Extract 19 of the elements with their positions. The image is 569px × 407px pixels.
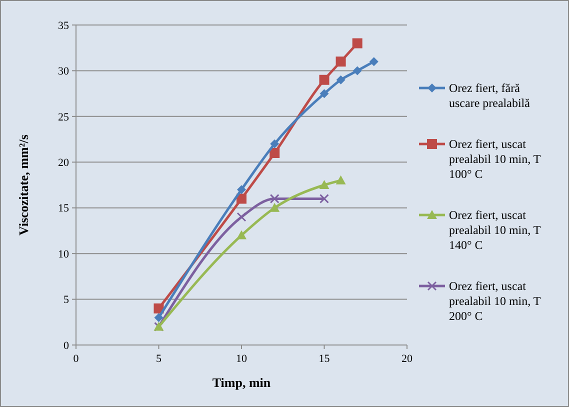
legend-label: Orez fiert, uscat prealabil 10 min, T 200° C <box>449 279 542 324</box>
y-tick-label: 15 <box>58 202 70 215</box>
x-tick-label: 15 <box>318 353 330 365</box>
y-tick-label: 30 <box>58 66 70 78</box>
x-tick-label: 5 <box>156 353 162 365</box>
y-tick-label: 35 <box>58 20 70 32</box>
y-tick-label: 0 <box>64 340 70 352</box>
legend-label: Orez fiert, uscat prealabil 10 min, T 100° C <box>449 137 542 182</box>
x-axis-title: Timp, min <box>212 375 272 390</box>
legend-label: Orez fiert, fără uscare prealabilă <box>449 81 531 110</box>
x-tick-label: 10 <box>236 353 248 365</box>
legend-label: Orez fiert, uscat prealabil 10 min, T 140° C <box>449 208 542 252</box>
y-tick-label: 20 <box>58 156 70 169</box>
y-tick-label: 25 <box>58 111 70 124</box>
x-tick-label: 0 <box>73 353 80 365</box>
y-axis-title: Viscozitate, mm²/s <box>16 134 31 236</box>
y-tick-label: 10 <box>58 248 70 260</box>
y-tick-label: 5 <box>64 294 70 306</box>
x-tick-label: 20 <box>402 353 413 365</box>
